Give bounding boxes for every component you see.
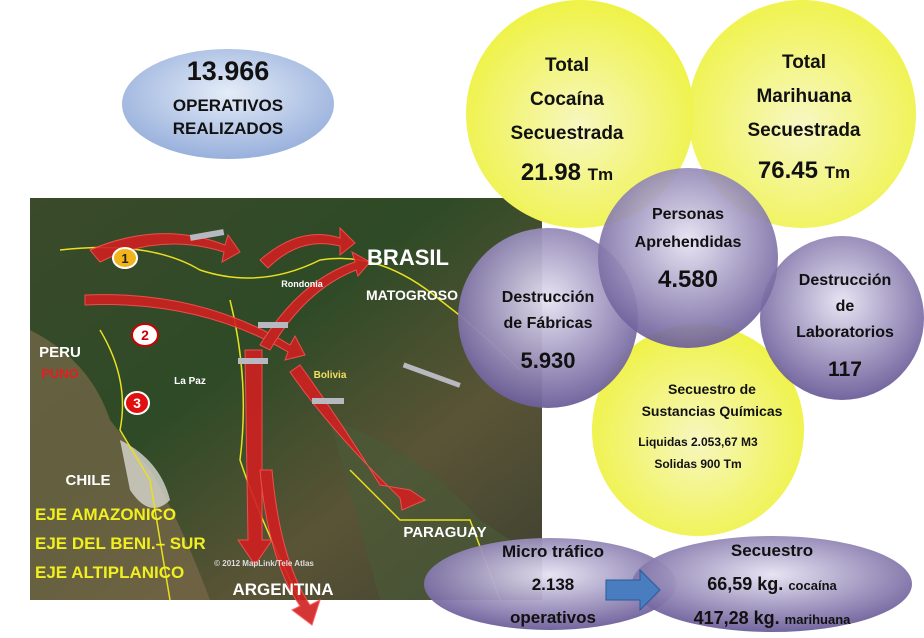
map-label: ARGENTINA (232, 580, 333, 599)
fabricas-line: de Fábricas (504, 315, 593, 332)
marihuana-value: 76.45 Tm (758, 157, 850, 184)
marihuana-line: Marihuana (756, 86, 851, 107)
map: 1 2 3 BRASIL MATOGROSO PERU PUNO CHILE P… (30, 198, 542, 626)
fabricas-bubble (458, 228, 638, 408)
map-planes (189, 229, 461, 404)
marihuana-line: Secuestrada (747, 120, 860, 141)
cocaina-line: Total (545, 55, 589, 76)
laboratorios-line: de (836, 298, 855, 315)
summary-line: REALIZADOS (173, 119, 284, 138)
marihuana-line: Total (782, 52, 826, 73)
map-label: Rondonia (281, 279, 323, 289)
secuestro-title: Secuestro (731, 541, 813, 560)
map-label: PARAGUAY (403, 524, 486, 541)
map-marker-label: 3 (133, 395, 141, 411)
summary-number: 13.966 (187, 56, 270, 86)
map-axis: EJE DEL BENI.– SUR (35, 534, 206, 553)
quimicos-line: Solidas 900 Tm (654, 457, 741, 471)
map-marker (124, 391, 150, 415)
map-marker-label: 1 (121, 251, 128, 266)
drug: marihuana (785, 612, 852, 627)
unit: Tm (825, 163, 851, 182)
map-label: PERU (39, 344, 81, 361)
quimicos-line: Liquidas 2.053,67 M3 (638, 435, 758, 449)
map-border (59, 246, 521, 601)
map-marker-label: 2 (141, 327, 149, 343)
cocaina-line: Secuestrada (510, 123, 623, 144)
personas-bubble (598, 168, 778, 348)
personas-line: Aprehendidas (635, 234, 742, 251)
quimicos-line: Sustancias Químicas (642, 403, 783, 419)
fabricas-value: 5.930 (520, 348, 575, 373)
drug: cocaína (788, 578, 837, 593)
secuestro-bubble (632, 536, 912, 632)
secuestro-item: 66,59 kg. cocaína (707, 574, 837, 594)
summary-line: OPERATIVOS (173, 96, 283, 115)
unit: Tm (588, 165, 614, 184)
personas-value: 4.580 (658, 266, 718, 293)
summary-bubble (122, 49, 334, 159)
laboratorios-bubble (760, 236, 924, 400)
arrow (605, 568, 661, 612)
cocaina-line: Cocaína (530, 89, 604, 110)
quimicos-bubble (592, 324, 804, 536)
map-label: CHILE (66, 472, 111, 489)
map-marker (131, 323, 159, 347)
cocaina-value: 21.98 Tm (521, 159, 613, 186)
laboratorios-line: Laboratorios (796, 324, 894, 341)
cocaina-bubble (466, 0, 694, 228)
amount: 417,28 kg. (694, 608, 780, 628)
map-credits: © 2012 MapLink/Tele Atlas (214, 559, 314, 568)
map-marker (112, 247, 138, 269)
map-terrain (30, 330, 210, 600)
personas-line: Personas (652, 206, 724, 223)
map-label: La Paz (174, 376, 206, 387)
map-axis: EJE ALTIPLANICO (35, 563, 184, 582)
laboratorios-value: 117 (828, 358, 862, 381)
fabricas-line: Destrucción (502, 289, 594, 306)
value: 76.45 (758, 157, 818, 184)
map-label: BRASIL (367, 245, 449, 270)
map-terrain (120, 440, 170, 508)
map-axis: EJE AMAZONICO (35, 505, 176, 524)
map-label: Bolivia (314, 370, 347, 381)
map-label: MATOGROSO (366, 287, 458, 303)
micro-line: 2.138 (532, 575, 575, 594)
micro-line: operativos (510, 608, 596, 627)
map-label: PUNO (41, 366, 79, 381)
amount: 66,59 kg. (707, 574, 783, 594)
quimicos-line: Secuestro de (668, 381, 756, 397)
laboratorios-line: Destrucción (799, 272, 891, 289)
secuestro-item: 417,28 kg. marihuana (694, 608, 852, 628)
marihuana-bubble (688, 0, 916, 228)
micro-line: Micro tráfico (502, 542, 604, 561)
value: 21.98 (521, 159, 581, 186)
micro-bubble (424, 538, 676, 630)
